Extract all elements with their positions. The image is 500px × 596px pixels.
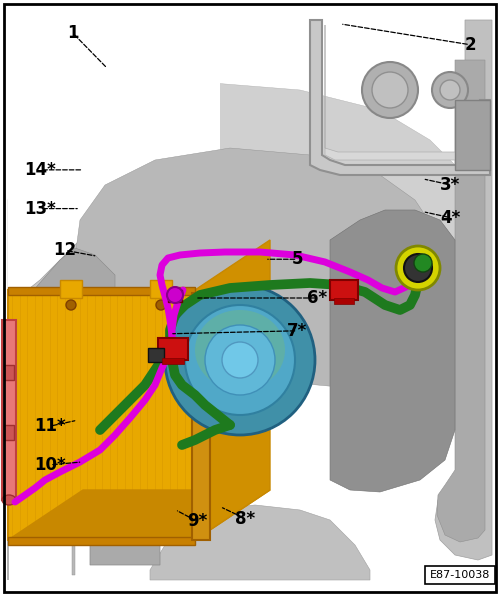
Text: 12: 12 bbox=[54, 241, 76, 259]
Text: 4*: 4* bbox=[440, 209, 460, 226]
Text: 9*: 9* bbox=[188, 513, 208, 530]
Circle shape bbox=[362, 62, 418, 118]
Text: E87-10038: E87-10038 bbox=[430, 570, 490, 580]
Circle shape bbox=[167, 287, 183, 303]
Bar bbox=[150, 280, 172, 298]
Bar bbox=[334, 298, 354, 304]
Polygon shape bbox=[330, 210, 455, 492]
Circle shape bbox=[372, 72, 408, 108]
Bar bbox=[4, 365, 14, 380]
Bar bbox=[2, 320, 16, 500]
Circle shape bbox=[205, 325, 275, 395]
Circle shape bbox=[404, 254, 432, 282]
Circle shape bbox=[440, 80, 460, 100]
Bar bbox=[148, 348, 164, 362]
Text: 7*: 7* bbox=[288, 322, 308, 340]
Polygon shape bbox=[192, 293, 210, 540]
Circle shape bbox=[185, 305, 295, 415]
Text: 2: 2 bbox=[464, 36, 476, 54]
Text: 6*: 6* bbox=[308, 289, 328, 307]
Circle shape bbox=[414, 254, 432, 272]
Polygon shape bbox=[8, 82, 460, 580]
Bar bbox=[8, 537, 195, 545]
Polygon shape bbox=[437, 60, 485, 542]
Polygon shape bbox=[310, 20, 490, 175]
Circle shape bbox=[66, 300, 76, 310]
Circle shape bbox=[432, 72, 468, 108]
Circle shape bbox=[396, 246, 440, 290]
Polygon shape bbox=[18, 248, 115, 430]
Ellipse shape bbox=[195, 310, 285, 390]
Bar bbox=[168, 290, 182, 302]
Circle shape bbox=[222, 342, 258, 378]
Polygon shape bbox=[90, 510, 160, 565]
Polygon shape bbox=[195, 240, 270, 540]
Text: 5: 5 bbox=[292, 250, 303, 268]
Polygon shape bbox=[8, 8, 220, 310]
Polygon shape bbox=[435, 20, 492, 560]
Polygon shape bbox=[8, 490, 270, 540]
Text: 11*: 11* bbox=[34, 417, 66, 435]
Polygon shape bbox=[8, 290, 195, 540]
Text: 1: 1 bbox=[67, 24, 78, 42]
Text: 3*: 3* bbox=[440, 176, 460, 194]
Text: 14*: 14* bbox=[24, 161, 56, 179]
Polygon shape bbox=[150, 505, 370, 580]
Polygon shape bbox=[455, 100, 490, 170]
Bar bbox=[60, 280, 82, 298]
Polygon shape bbox=[8, 240, 120, 580]
Text: 13*: 13* bbox=[24, 200, 56, 218]
Bar bbox=[330, 280, 358, 300]
Text: 8*: 8* bbox=[235, 510, 255, 527]
Bar bbox=[4, 425, 14, 440]
Bar bbox=[158, 338, 188, 360]
Polygon shape bbox=[325, 25, 478, 160]
Ellipse shape bbox=[2, 495, 16, 505]
Bar bbox=[162, 358, 184, 364]
Circle shape bbox=[165, 285, 315, 435]
Text: 10*: 10* bbox=[34, 456, 66, 474]
Bar bbox=[8, 287, 195, 295]
Circle shape bbox=[156, 300, 166, 310]
Polygon shape bbox=[72, 148, 435, 575]
